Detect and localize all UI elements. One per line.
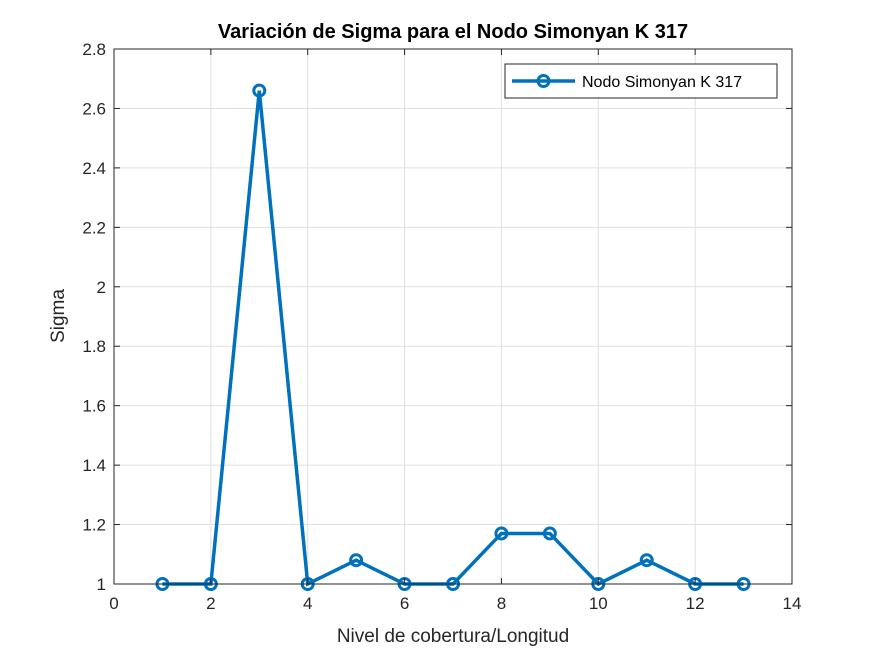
data-point-marker [542, 526, 557, 541]
data-point-marker [639, 553, 654, 568]
legend-marker-sample [536, 74, 551, 88]
x-tick-label: 4 [303, 594, 312, 613]
y-tick-label: 2.8 [82, 40, 106, 59]
y-tick-label: 2.2 [82, 218, 106, 237]
tick-labels: 0 2 4 6 8 10 12 14 1 1.2 1.4 1.6 1.8 2 2.2 2.4 2.6 2.8 [82, 40, 801, 613]
plot-area [114, 49, 792, 584]
y-tick-label: 1.8 [82, 337, 106, 356]
y-tick-label: 2 [97, 278, 106, 297]
ticks [113, 48, 793, 585]
data-point-marker [349, 553, 364, 568]
x-tick-label: 0 [109, 594, 118, 613]
chart-title: Variación de Sigma para el Nodo Simonyan… [218, 21, 688, 43]
y-tick-label: 2.4 [82, 159, 106, 178]
x-tick-label: 10 [589, 594, 608, 613]
y-tick-label: 1 [97, 575, 106, 594]
x-tick-label: 6 [400, 594, 409, 613]
legend-label: Nodo Simonyan K 317 [582, 74, 742, 91]
y-axis-label: Sigma [48, 289, 69, 343]
x-tick-label: 2 [206, 594, 215, 613]
x-tick-label: 12 [686, 594, 705, 613]
x-tick-label: 14 [783, 594, 802, 613]
y-tick-label: 1.6 [82, 397, 106, 416]
legend: Nodo Simonyan K 317 [504, 63, 778, 99]
y-tick-label: 1.4 [82, 456, 106, 475]
y-tick-label: 2.6 [82, 99, 106, 118]
y-tick-label: 1.2 [82, 516, 106, 535]
x-tick-label: 8 [497, 594, 506, 613]
x-axis-label: Nivel de cobertura/Longitud [337, 626, 569, 647]
axes-box [113, 48, 793, 585]
data-point-marker [252, 83, 267, 98]
data-point-marker [494, 526, 509, 541]
